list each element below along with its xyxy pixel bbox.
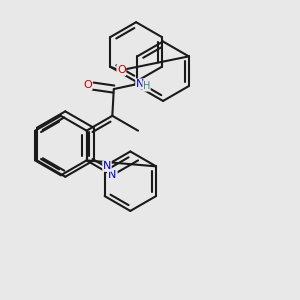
Text: H: H	[143, 81, 150, 91]
Text: N: N	[136, 79, 144, 89]
Text: O: O	[117, 65, 126, 75]
Text: O: O	[83, 80, 92, 90]
Text: N: N	[108, 170, 116, 180]
Text: N: N	[103, 161, 111, 171]
